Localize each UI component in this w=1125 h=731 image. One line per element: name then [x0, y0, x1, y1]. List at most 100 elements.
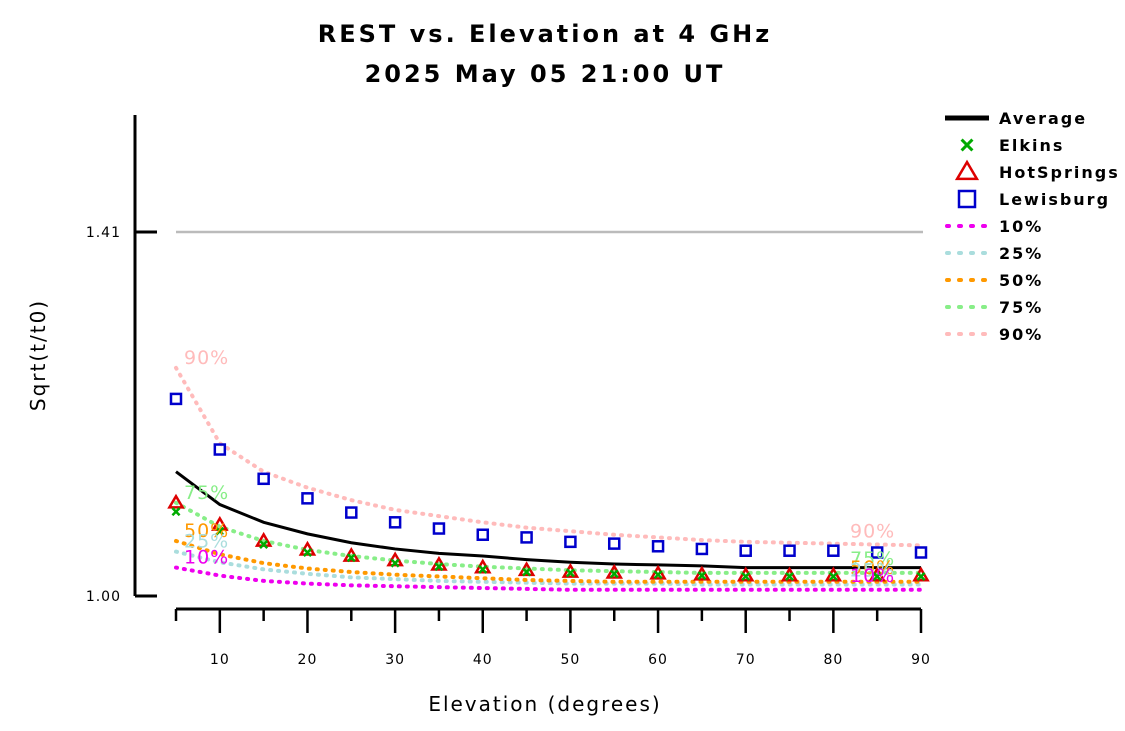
x-tick-label: 60 — [648, 652, 668, 668]
x-stroke — [697, 571, 707, 581]
percentile-label-left: 10% — [184, 547, 229, 569]
x-stroke — [785, 571, 795, 581]
series-hotsprings-point — [167, 493, 185, 509]
legend-item: Elkins — [960, 136, 1062, 155]
percentile-label-right: 90% — [850, 520, 895, 542]
x-axis-label: Elevation (degrees) — [428, 692, 661, 716]
axes: 1.00 1.41 10 20 30 40 50 60 70 80 90 — [86, 115, 931, 668]
series-10pct-line — [174, 565, 923, 592]
legend-item: 90% — [945, 325, 1043, 344]
series-lewisburg-point — [213, 443, 227, 456]
legend-item: HotSprings — [954, 159, 1120, 182]
y-tick-label: 1.00 — [86, 589, 121, 605]
x-stroke — [390, 558, 400, 568]
chart-title: REST vs. Elevation at 4 GHz — [318, 20, 773, 48]
x-stroke — [434, 562, 444, 572]
x-stroke — [565, 568, 575, 578]
x-tick-label: 70 — [736, 652, 756, 668]
legend-swatch — [960, 138, 974, 152]
series-lewisburg-point — [783, 544, 796, 557]
series-lewisburg-point — [520, 531, 533, 544]
series-lewisburg-point — [607, 537, 621, 550]
percentile-label-left: 90% — [184, 347, 229, 369]
series-lewisburg-point — [564, 535, 577, 549]
series-elkins-point — [346, 553, 356, 563]
legend-label: 25% — [999, 244, 1043, 263]
x-tick-label: 40 — [473, 652, 493, 668]
series-elkins-point — [785, 571, 795, 581]
series-lewisburg-point — [914, 546, 928, 559]
x-stroke — [828, 571, 838, 581]
percentile-label-right: 10% — [850, 565, 895, 587]
legend-item: 75% — [945, 298, 1043, 317]
percentile-label-left: 25% — [184, 531, 229, 553]
legend-label: 75% — [999, 298, 1043, 317]
series-elkins-point — [171, 507, 181, 517]
series-75pct-line — [174, 500, 923, 575]
legend-item: Lewisburg — [957, 189, 1110, 209]
x-stroke — [741, 571, 751, 581]
x-tick-label: 50 — [560, 652, 580, 668]
series-elkins-point — [872, 571, 882, 581]
legend-label: Lewisburg — [999, 190, 1110, 209]
x-stroke — [916, 571, 926, 581]
series-elkins-point — [741, 571, 751, 581]
legend-label: 50% — [999, 271, 1043, 290]
series-lewisburg-point — [870, 546, 884, 559]
x-tick-label: 80 — [823, 652, 843, 668]
x-tick-label: 20 — [298, 652, 318, 668]
legend-item: 25% — [945, 244, 1043, 263]
series-elkins-point — [565, 568, 575, 578]
series-lewisburg-point — [345, 506, 358, 519]
x-stroke — [478, 564, 488, 574]
series-lewisburg-point — [739, 544, 752, 557]
series-hotsprings-point — [824, 566, 843, 582]
x-stroke — [346, 553, 356, 563]
legend-swatch — [954, 159, 980, 181]
series-elkins-point — [828, 571, 838, 581]
legend-item: Average — [945, 109, 1085, 128]
x-tick-label: 90 — [911, 652, 931, 668]
legend-swatch — [957, 189, 977, 209]
series-lewisburg-point — [257, 472, 270, 486]
series-lewisburg-point — [388, 516, 402, 529]
legend-label: 90% — [999, 325, 1043, 344]
series-lewisburg-point — [432, 522, 446, 535]
series-hotsprings-point — [736, 566, 755, 582]
series-elkins-point — [653, 570, 663, 580]
series-elkins-point — [390, 558, 400, 568]
legend-item: 50% — [945, 271, 1043, 290]
series-90pct-line — [174, 365, 923, 548]
chart-subtitle: 2025 May 05 21:00 UT — [365, 60, 726, 88]
x-stroke — [653, 570, 663, 580]
series-lewisburg-point — [169, 392, 183, 406]
series-lewisburg-point — [476, 528, 490, 541]
series-elkins-point — [697, 571, 707, 581]
series-layer: 90%90%75%75%50%50%25%25%10%10% — [167, 347, 930, 592]
x-stroke — [960, 138, 974, 152]
series-hotsprings-point — [912, 566, 930, 582]
series-lewisburg-point — [827, 544, 840, 557]
x-stroke — [259, 540, 269, 549]
series-25pct-line — [174, 549, 923, 587]
y-tick-label: 1.41 — [86, 225, 121, 241]
series-elkins-point — [259, 540, 269, 549]
y-axis-label: Sqrt(t/t0) — [26, 299, 50, 411]
legend-label: 10% — [999, 217, 1043, 236]
percentile-label-right: 25% — [850, 559, 895, 581]
series-lewisburg-point — [695, 542, 709, 556]
legend-item: 10% — [945, 217, 1043, 236]
legend: Average Elkins HotSprings Lewisburg 10% 25% 50… — [945, 109, 1120, 344]
x-stroke — [215, 526, 225, 536]
series-elkins-point — [215, 526, 225, 536]
x-tick-label: 30 — [385, 652, 405, 668]
series-hotsprings-point — [649, 564, 667, 580]
series-elkins-point — [434, 562, 444, 572]
x-tick-label: 10 — [210, 652, 230, 668]
series-elkins-point — [302, 548, 312, 557]
percentile-label-right: 75% — [850, 548, 895, 570]
series-50pct-line — [174, 538, 923, 584]
series-elkins-point — [609, 569, 619, 579]
legend-label: HotSprings — [999, 163, 1120, 182]
